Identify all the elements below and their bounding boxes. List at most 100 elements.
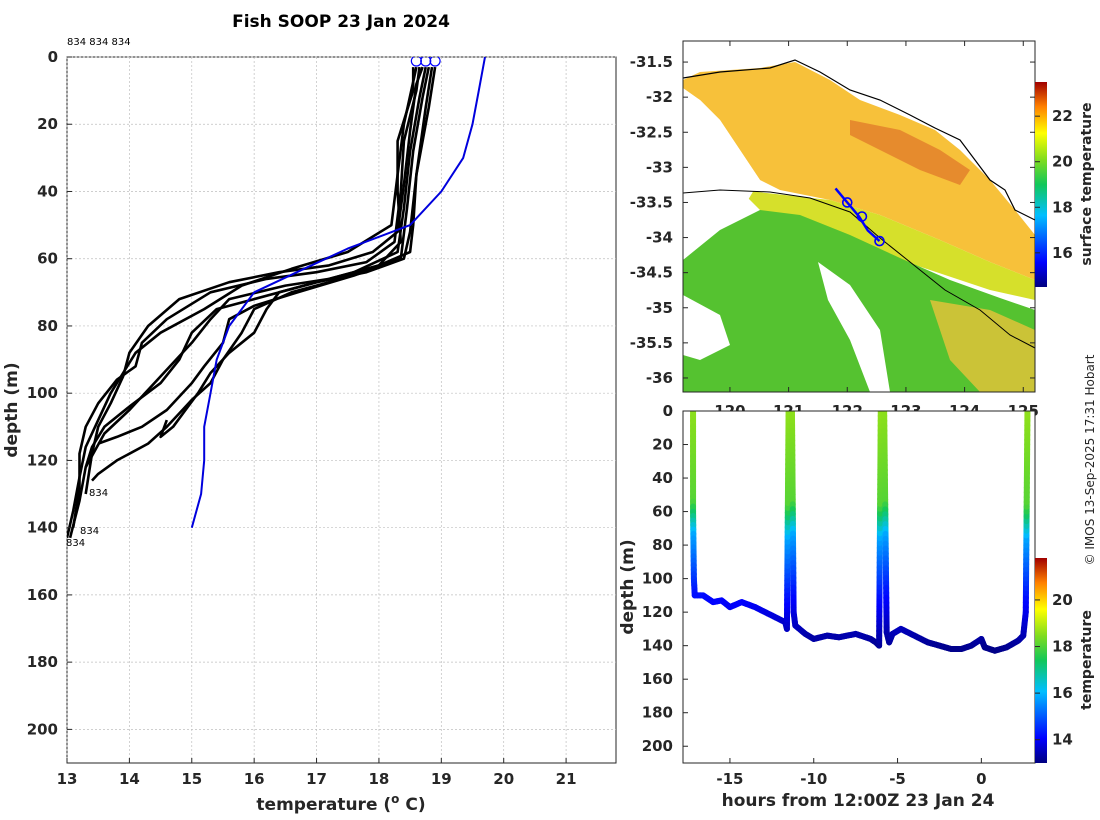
imos-credit: © IMOS 13-Sep-2025 17:31 Hobart: [1083, 354, 1097, 565]
profile-y-tick-label: 180: [27, 653, 58, 671]
depth-time-y-tick-label: 20: [652, 436, 673, 454]
map-y-tick-label: -35.5: [630, 334, 673, 352]
map-y-tick-label: -34.5: [630, 264, 673, 282]
profile-x-tick-label: 19: [431, 770, 452, 788]
ship-track-marker: [874, 235, 885, 247]
profile-y-tick-label: 60: [37, 250, 58, 268]
sst-colorbar-tick-label: 22: [1052, 107, 1073, 125]
map-y-tick-label: -34: [646, 229, 673, 247]
profile-x-tick-label: 15: [181, 770, 202, 788]
profile-x-tick-label: 21: [556, 770, 577, 788]
sst-colorbar-label: surface temperature: [1079, 102, 1095, 265]
profile-plot: 13 14 15 16 17 18 19 20 21 0 20 40 60 80 100 120 140 160 1…: [2, 37, 617, 815]
depth-time-y-tick-label: 100: [642, 570, 673, 588]
sst-colorbar-tick-label: 16: [1052, 244, 1073, 262]
depth-time-y-tick-label: 0: [663, 402, 673, 420]
profile-y-tick-label: 100: [27, 384, 58, 402]
profile-y-tick-label: 0: [48, 48, 58, 66]
depth-time-y-tick-label: 200: [642, 737, 673, 755]
profile-start-marker: [420, 57, 432, 67]
profile-plot-frame: [66, 56, 617, 764]
profile-start-marker: [429, 57, 441, 67]
depth-time-trace: [690, 411, 1031, 654]
profile-y-tick-label: 20: [37, 115, 58, 133]
depth-time-y-tick-label: 140: [642, 637, 673, 655]
depth-time-x-tick-label: 0: [976, 770, 986, 788]
profile-y-tick-label: 120: [27, 451, 58, 469]
profile-bottom-labels: 834 834 834: [66, 488, 108, 549]
sst-colorbar-ticks: 16 18 20 22: [1035, 107, 1073, 262]
profile-series-834-b: [71, 66, 421, 528]
temperature-colorbar-tick-label: 20: [1052, 591, 1073, 609]
depth-time-x-axis-label: hours from 12:00Z 23 Jan 24: [722, 791, 995, 811]
map-y-tick-label: -32: [646, 88, 673, 106]
profile-series-climatology: [190, 57, 486, 528]
sst-map: -31.5 -32 -32.5 -33 -33.5 -34 -34.5 -35 -35.5 -36…: [630, 40, 1095, 420]
sst-cloud-gap-3: [683, 88, 760, 255]
sst-cloud-gap-2: [683, 295, 730, 360]
profile-x-tick-label: 18: [368, 770, 389, 788]
sst-colorbar-tick-label: 20: [1052, 153, 1073, 171]
shelf-contour: [683, 189, 1035, 349]
temperature-colorbar: [1035, 558, 1047, 763]
depth-time-y-axis-label: depth (m): [618, 539, 638, 634]
map-y-tick-label: -33.5: [630, 193, 673, 211]
sst-field-mid: [740, 190, 1035, 300]
profile-y-axis-label: depth (m): [2, 362, 22, 457]
map-y-tick-label: -31.5: [630, 53, 673, 71]
depth-time-y-tick-label: 80: [652, 536, 673, 554]
profile-x-tick-label: 13: [57, 770, 78, 788]
coastline: [683, 59, 1035, 221]
profile-y-tick-label: 80: [37, 317, 58, 335]
profile-series-834-c: [84, 66, 424, 495]
profile-series-834-f: [91, 66, 434, 482]
figure-title: Fish SOOP 23 Jan 2024: [232, 12, 450, 32]
depth-time-plot: 0 20 40 60 80 100 120 140 160 180 200 -15 -10 -5 0 hou…: [618, 402, 1095, 811]
sst-colorbar: [1035, 82, 1047, 287]
depth-time-y-tick-label: 180: [642, 704, 673, 722]
profile-series-834-d: [84, 66, 427, 468]
depth-time-x-tick-label: -15: [716, 770, 743, 788]
sst-field-southeast: [930, 300, 1035, 392]
sst-field-hot-band: [850, 120, 970, 185]
ship-track: [834, 187, 881, 243]
profile-series-834-h: [159, 66, 437, 439]
depth-time-y-tick-label: 160: [642, 670, 673, 688]
profile-series-834-e: [97, 66, 431, 445]
profile-bottom-label-2: 834: [80, 526, 99, 537]
depth-time-x-tick-label: -5: [889, 770, 906, 788]
profile-bottom-label-3: 834: [66, 538, 85, 549]
temperature-colorbar-tick-label: 14: [1052, 731, 1073, 749]
profile-start-marker: [410, 57, 422, 67]
profile-y-tick-label: 160: [27, 586, 58, 604]
profile-x-tick-label: 14: [119, 770, 140, 788]
ship-track-marker: [856, 211, 868, 222]
depth-time-y-tick-label: 120: [642, 603, 673, 621]
profile-top-label: 834 834 834: [67, 37, 131, 48]
profile-x-tick-label: 16: [244, 770, 265, 788]
profile-x-axis-label: temperature (o C): [256, 792, 425, 815]
profile-series: [67, 57, 486, 539]
profile-y-tick-label: 40: [37, 182, 58, 200]
profile-x-tick-label: 17: [306, 770, 327, 788]
map-y-tick-label: -35: [646, 299, 673, 317]
ship-track-markers: [841, 197, 885, 247]
temperature-colorbar-tick-label: 16: [1052, 684, 1073, 702]
profile-y-tick-label: 140: [27, 519, 58, 537]
depth-time-y-tick-label: 40: [652, 469, 673, 487]
temperature-colorbar-ticks: 14 16 18 20: [1035, 591, 1073, 749]
profile-ticks: 13 14 15 16 17 18 19 20 21 0 20 40 60 80 100 120 140 160 1…: [27, 48, 577, 788]
depth-time-y-tick-label: 60: [652, 503, 673, 521]
sst-field-warm: [683, 62, 1035, 280]
sst-colorbar-tick-label: 18: [1052, 198, 1073, 216]
map-y-tick-label: -32.5: [630, 123, 673, 141]
depth-time-x-tick-label: -10: [800, 770, 827, 788]
map-y-tick-label: -36: [646, 369, 673, 387]
depth-time-frame-bg: [683, 411, 1035, 763]
profile-bottom-label-1: 834: [89, 488, 108, 499]
sst-cloud-gap-1: [818, 262, 890, 392]
ship-track-marker: [841, 197, 853, 208]
profile-series-834-g: [67, 66, 418, 539]
profile-x-tick-label: 20: [493, 770, 514, 788]
